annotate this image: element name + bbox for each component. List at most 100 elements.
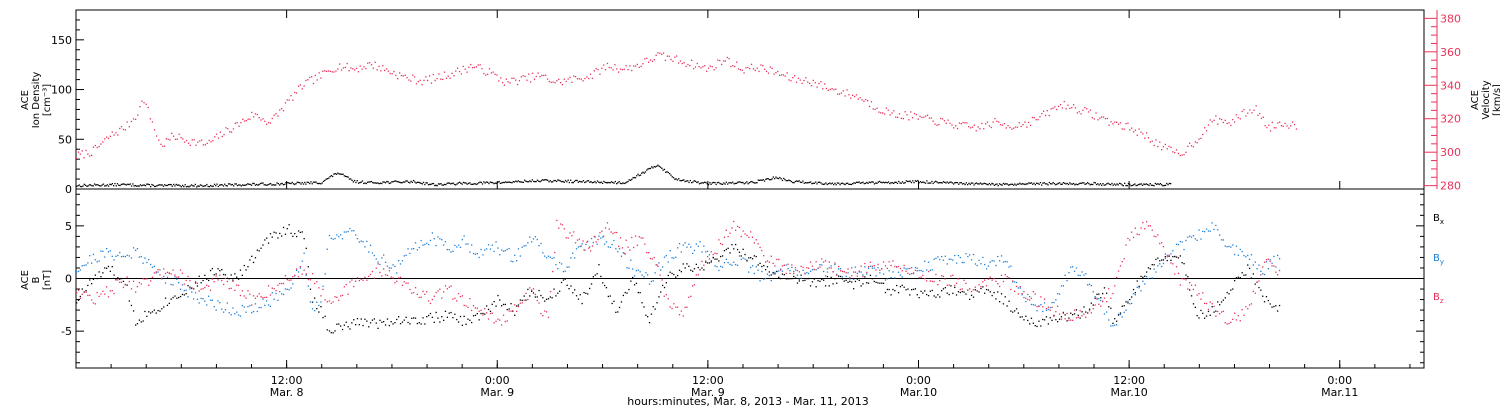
velocity-point bbox=[309, 76, 311, 79]
density-point bbox=[459, 181, 461, 183]
by-point bbox=[369, 244, 372, 246]
density-point bbox=[998, 183, 1001, 185]
density-point bbox=[935, 180, 937, 182]
density-point bbox=[400, 182, 402, 184]
by-point bbox=[401, 260, 404, 262]
bz-point bbox=[623, 252, 625, 254]
by-point bbox=[398, 260, 400, 262]
density-point bbox=[678, 178, 680, 180]
bz-point bbox=[1162, 246, 1165, 248]
bz-point bbox=[993, 278, 995, 280]
density-point bbox=[420, 182, 422, 184]
velocity-point bbox=[874, 108, 876, 111]
density-point bbox=[516, 181, 518, 183]
by-point bbox=[109, 250, 111, 252]
bz-point bbox=[854, 271, 857, 273]
by-point bbox=[534, 236, 536, 238]
bz-point bbox=[723, 236, 726, 238]
by-point bbox=[873, 267, 875, 269]
by-point bbox=[553, 257, 555, 259]
density-point bbox=[1018, 183, 1020, 185]
b-axis-title-line: [nT] bbox=[42, 270, 53, 290]
by-point bbox=[256, 310, 258, 313]
by-point bbox=[1077, 274, 1079, 276]
bz-point bbox=[744, 233, 746, 235]
bz-point bbox=[1155, 236, 1157, 238]
velocity-point bbox=[128, 126, 130, 128]
density-point bbox=[259, 182, 262, 185]
velocity-point bbox=[983, 128, 985, 130]
bx-point bbox=[725, 248, 727, 251]
bz-point bbox=[384, 274, 387, 276]
velocity-point bbox=[816, 86, 818, 88]
velocity-point bbox=[1147, 137, 1150, 139]
bx-point bbox=[896, 284, 898, 287]
velocity-point bbox=[625, 65, 627, 67]
velocity-point bbox=[1041, 112, 1043, 115]
density-point bbox=[575, 179, 577, 182]
velocity-point bbox=[949, 122, 951, 124]
bz-point bbox=[1066, 312, 1068, 315]
bz-point bbox=[879, 269, 881, 271]
bz-point bbox=[351, 279, 353, 281]
by-point bbox=[735, 263, 737, 266]
density-point bbox=[127, 183, 129, 185]
bx-point bbox=[778, 276, 780, 278]
density-point bbox=[1108, 183, 1110, 185]
density-point bbox=[141, 185, 143, 187]
by-point bbox=[338, 236, 340, 238]
by-point bbox=[976, 264, 978, 267]
density-point bbox=[334, 173, 336, 175]
velocity-point bbox=[225, 127, 227, 129]
by-point bbox=[239, 315, 242, 317]
velocity-point bbox=[925, 115, 927, 117]
density-tick-label: 100 bbox=[51, 84, 72, 97]
bx-point bbox=[630, 280, 632, 282]
bx-point bbox=[901, 284, 903, 286]
bz-point bbox=[429, 302, 432, 305]
bx-point bbox=[1088, 308, 1091, 310]
density-point bbox=[1117, 184, 1119, 186]
bx-point bbox=[399, 323, 402, 325]
bx-point bbox=[476, 313, 478, 315]
bz-point bbox=[653, 256, 655, 259]
velocity-point bbox=[172, 135, 175, 137]
bx-point bbox=[907, 288, 909, 290]
velocity-point bbox=[413, 76, 416, 78]
density-point bbox=[219, 184, 221, 186]
by-point bbox=[282, 293, 285, 296]
by-point bbox=[521, 246, 523, 248]
velocity-point bbox=[430, 82, 433, 84]
bz-point bbox=[439, 288, 441, 290]
bx-point bbox=[774, 273, 776, 275]
density-point bbox=[245, 184, 248, 186]
density-point bbox=[1009, 184, 1011, 186]
density-point bbox=[1052, 181, 1054, 184]
bx-point bbox=[525, 299, 527, 301]
bx-point bbox=[780, 278, 782, 280]
bz-point bbox=[1073, 309, 1076, 311]
density-point bbox=[1167, 184, 1169, 186]
bz-point bbox=[999, 285, 1001, 288]
bx-point bbox=[866, 282, 868, 284]
by-point bbox=[1220, 239, 1223, 241]
by-point bbox=[1094, 296, 1096, 298]
velocity-point bbox=[722, 60, 725, 62]
bz-point bbox=[809, 261, 812, 263]
bx-point bbox=[179, 295, 182, 298]
by-point bbox=[1194, 238, 1196, 240]
density-point bbox=[225, 185, 227, 187]
density-point bbox=[923, 181, 925, 184]
by-point bbox=[572, 252, 574, 254]
velocity-point bbox=[1018, 122, 1020, 124]
density-point bbox=[1032, 183, 1034, 185]
bx-point bbox=[1136, 280, 1138, 282]
by-point bbox=[390, 267, 392, 269]
bx-point bbox=[461, 324, 463, 326]
by-point bbox=[388, 267, 390, 269]
by-point bbox=[135, 249, 137, 251]
bz-point bbox=[115, 279, 117, 281]
bz-point bbox=[714, 252, 716, 254]
bx-point bbox=[579, 294, 581, 296]
density-point bbox=[184, 184, 186, 186]
